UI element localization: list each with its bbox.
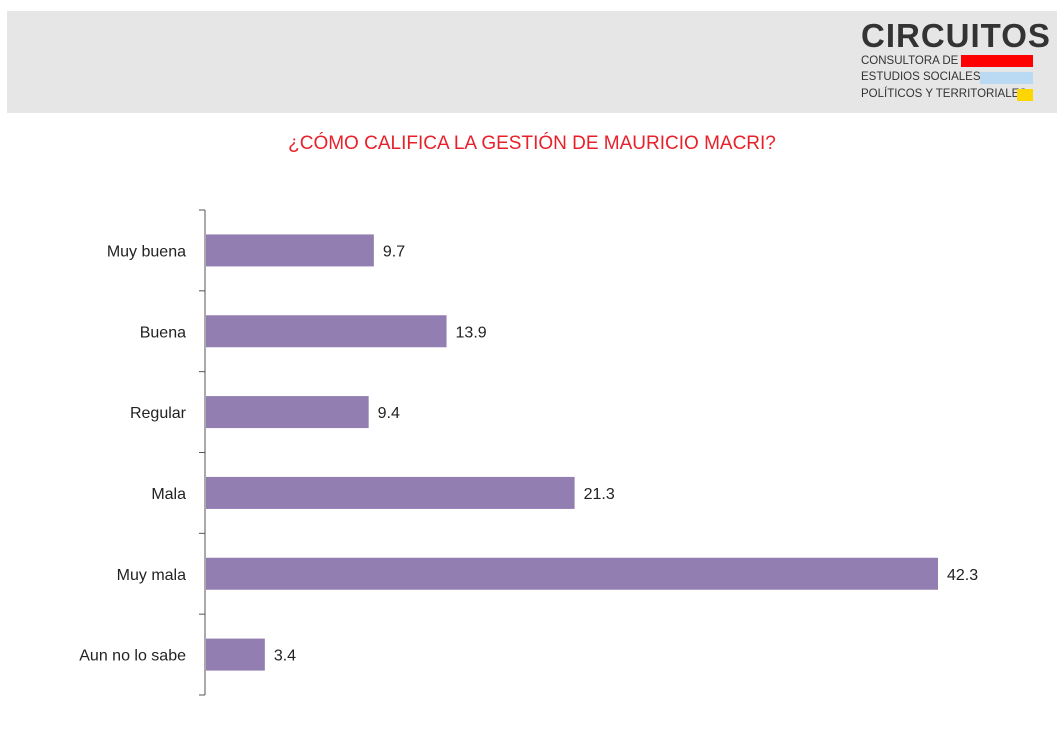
data-label: 21.3 xyxy=(584,486,615,503)
data-label: 9.7 xyxy=(383,243,405,260)
data-label: 3.4 xyxy=(274,648,296,665)
category-label: Aun no lo sabe xyxy=(79,648,186,665)
circuitos-logo: CIRCUITOS CONSULTORA DE ESTUDIOS SOCIALE… xyxy=(853,18,1050,108)
bar-3 xyxy=(206,476,575,509)
category-label: Buena xyxy=(140,324,186,341)
category-label: Mala xyxy=(151,486,186,503)
category-label: Muy buena xyxy=(107,243,186,260)
bar-0 xyxy=(206,234,374,267)
logo-line-2: ESTUDIOS SOCIALES, xyxy=(861,71,984,83)
data-label: 13.9 xyxy=(456,324,487,341)
category-label: Regular xyxy=(130,405,187,422)
logo-yellow-stripe xyxy=(1017,89,1033,101)
bar-5 xyxy=(206,638,265,671)
logo-red-stripe xyxy=(961,55,1033,67)
bar-4 xyxy=(206,557,938,590)
chart-title: ¿CÓMO CALIFICA LA GESTIÓN DE MAURICIO MA… xyxy=(288,133,776,154)
logo-line-1: CONSULTORA DE xyxy=(861,55,959,67)
bar-2 xyxy=(206,396,369,429)
category-label: Muy mala xyxy=(117,567,186,584)
logo-line-3: POLÍTICOS Y TERRITORIALES xyxy=(861,88,1027,100)
logo-name: CIRCUITOS xyxy=(861,17,1051,54)
data-label: 42.3 xyxy=(947,567,978,584)
data-label: 9.4 xyxy=(378,405,400,422)
logo-blue-stripe xyxy=(980,72,1033,84)
header-band xyxy=(7,11,1057,113)
bar-1 xyxy=(206,315,447,348)
